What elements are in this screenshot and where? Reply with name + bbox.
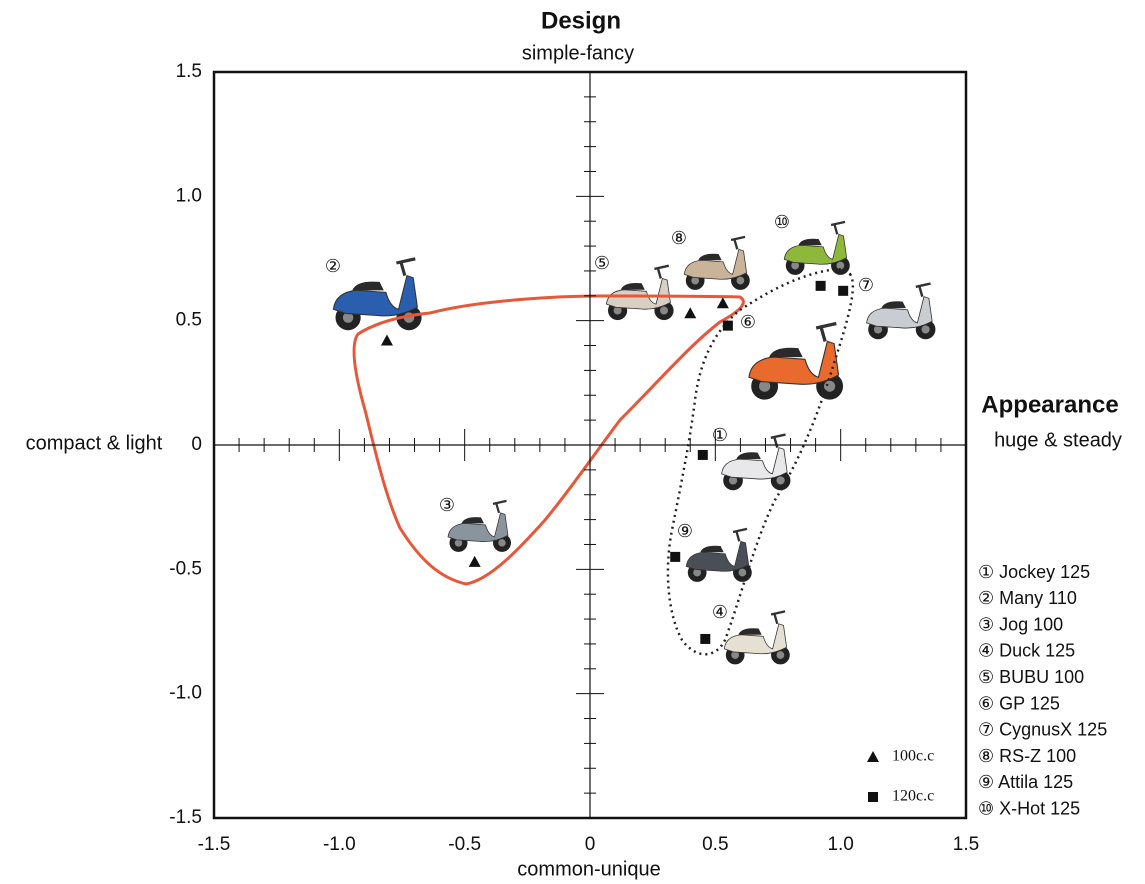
model-legend: ⑥ GP 125 bbox=[978, 693, 1060, 713]
y-tick-label: -1.5 bbox=[169, 807, 202, 828]
x-tick-label: 1.5 bbox=[953, 834, 979, 855]
point-label: ④ bbox=[712, 602, 728, 622]
point-label: ① bbox=[712, 425, 728, 445]
x-tick-label: -1.5 bbox=[198, 834, 231, 855]
point-triangle bbox=[684, 307, 696, 318]
x-tick-label: 0.5 bbox=[702, 834, 728, 855]
chart-title: Design bbox=[541, 7, 621, 34]
point-square bbox=[868, 792, 878, 802]
y-tick-label: 1.5 bbox=[176, 61, 202, 82]
x-tick-label: -1.0 bbox=[323, 834, 356, 855]
point-square bbox=[698, 450, 708, 460]
point-label: ⑨ bbox=[677, 521, 693, 541]
point-label: ⑧ bbox=[671, 228, 687, 248]
point-label: ⑤ bbox=[594, 253, 610, 273]
model-legend: ② Many 110 bbox=[978, 588, 1077, 608]
model-legend: ⑤ BUBU 100 bbox=[978, 667, 1084, 687]
x-tick-label: -0.5 bbox=[448, 834, 481, 855]
right-sublabel: huge & steady bbox=[994, 429, 1122, 451]
x-tick-label: 1.0 bbox=[827, 834, 853, 855]
y-tick-label: 0.5 bbox=[176, 310, 202, 331]
y-tick-label: -1.0 bbox=[169, 683, 202, 704]
point-square bbox=[816, 281, 826, 291]
chart-subtitle: simple-fancy bbox=[522, 42, 634, 64]
x-tick-label: 0 bbox=[585, 834, 596, 855]
point-square bbox=[838, 286, 848, 296]
model-legend: ⑦ CygnusX 125 bbox=[978, 720, 1107, 740]
point-triangle bbox=[717, 297, 729, 308]
point-label: ⑦ bbox=[858, 275, 874, 295]
model-legend: ⑩ X-Hot 125 bbox=[978, 798, 1080, 818]
y-tick-label: 0 bbox=[191, 434, 202, 455]
point-label: ② bbox=[325, 256, 341, 276]
point-square bbox=[700, 634, 710, 644]
chart: Design simple-fancy common-unique Appear… bbox=[0, 0, 1145, 884]
point-label: ⑥ bbox=[740, 312, 756, 332]
point-square bbox=[670, 552, 680, 562]
model-legend: ⑨ Attila 125 bbox=[978, 772, 1073, 792]
model-legend: ① Jockey 125 bbox=[978, 562, 1090, 582]
model-legend: ③ Jog 100 bbox=[978, 614, 1063, 634]
point-triangle bbox=[381, 335, 393, 346]
x-axis-label: common-unique bbox=[517, 858, 660, 880]
legend-label: 100c.c bbox=[892, 748, 934, 765]
y-tick-label: -0.5 bbox=[169, 558, 202, 579]
left-label: compact & light bbox=[26, 432, 163, 454]
model-legend: ④ Duck 125 bbox=[978, 641, 1075, 661]
legend-label: 120c.c bbox=[892, 788, 934, 805]
point-triangle bbox=[469, 556, 481, 567]
y-tick-label: 1.0 bbox=[176, 185, 202, 206]
point-square bbox=[723, 321, 733, 331]
point-label: ③ bbox=[439, 495, 455, 515]
point-label: ⑩ bbox=[774, 212, 790, 232]
right-label: Appearance bbox=[981, 391, 1118, 418]
model-legend: ⑧ RS-Z 100 bbox=[978, 746, 1076, 766]
point-triangle bbox=[867, 751, 879, 762]
